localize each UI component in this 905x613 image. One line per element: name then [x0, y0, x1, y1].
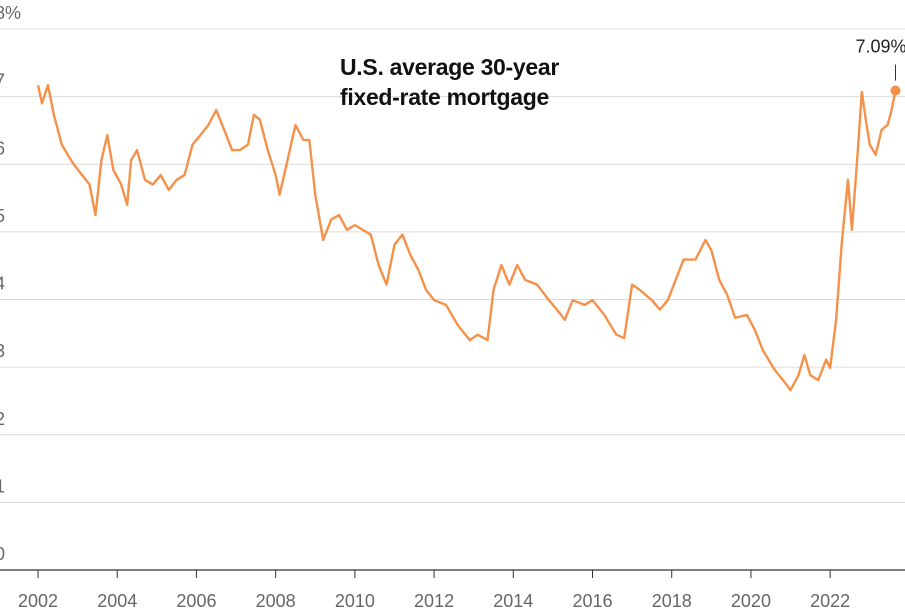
x-tick-label: 2010	[335, 591, 375, 611]
y-tick-label: 2	[0, 409, 5, 429]
x-tick-label: 2014	[493, 591, 533, 611]
x-tick-label: 2004	[97, 591, 137, 611]
y-tick-label: 8%	[0, 3, 21, 23]
y-tick-label: 3	[0, 341, 5, 361]
line	[36, 83, 897, 392]
x-tick-label: 2006	[176, 591, 216, 611]
chart-title: U.S. average 30-year fixed-rate mortgage	[340, 54, 560, 110]
y-tick-label: 4	[0, 274, 5, 294]
x-tick-label: 2012	[414, 591, 454, 611]
y-tick-label: 7	[0, 71, 5, 91]
x-tick-label: 2020	[731, 591, 771, 611]
y-tick-label: 5	[0, 206, 5, 226]
x-tick-label: 2002	[18, 591, 58, 611]
end-dot	[890, 85, 901, 96]
x-tick-label: 2008	[256, 591, 296, 611]
x-tick-label: 2022	[810, 591, 850, 611]
x-tick-label: 2016	[572, 591, 612, 611]
y-tick-label: 6	[0, 138, 5, 158]
y-tick-label: 0	[0, 544, 5, 564]
annotation: 7.09%	[855, 37, 905, 57]
y-tick-label: 1	[0, 476, 5, 496]
x-tick-label: 2018	[652, 591, 692, 611]
